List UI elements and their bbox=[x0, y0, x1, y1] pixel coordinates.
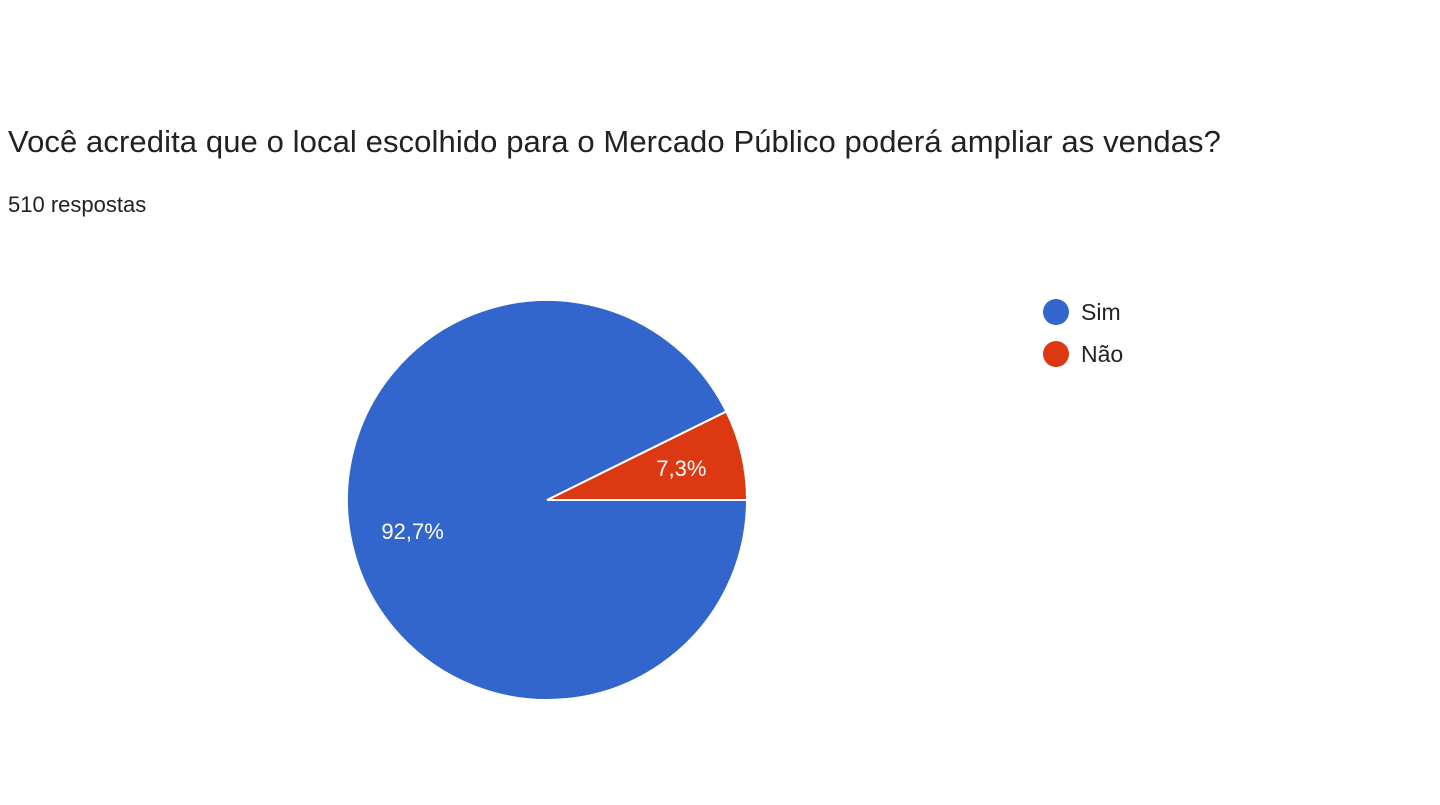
question-title: Você acredita que o local escolhido para… bbox=[8, 124, 1221, 159]
legend-swatch-nao bbox=[1043, 341, 1069, 367]
legend-item-nao[interactable]: Não bbox=[1043, 338, 1123, 370]
pie-label-nao: 7,3% bbox=[656, 456, 706, 481]
pie-label-sim: 92,7% bbox=[381, 519, 443, 544]
response-count: 510 respostas bbox=[8, 192, 147, 217]
legend-swatch-sim bbox=[1043, 299, 1069, 325]
legend-item-sim[interactable]: Sim bbox=[1043, 296, 1123, 328]
pie-slice-sim[interactable] bbox=[346, 299, 749, 701]
legend-label-sim: Sim bbox=[1081, 298, 1121, 325]
legend-label-nao: Não bbox=[1081, 340, 1124, 367]
chart-legend: Sim Não bbox=[1043, 296, 1123, 380]
